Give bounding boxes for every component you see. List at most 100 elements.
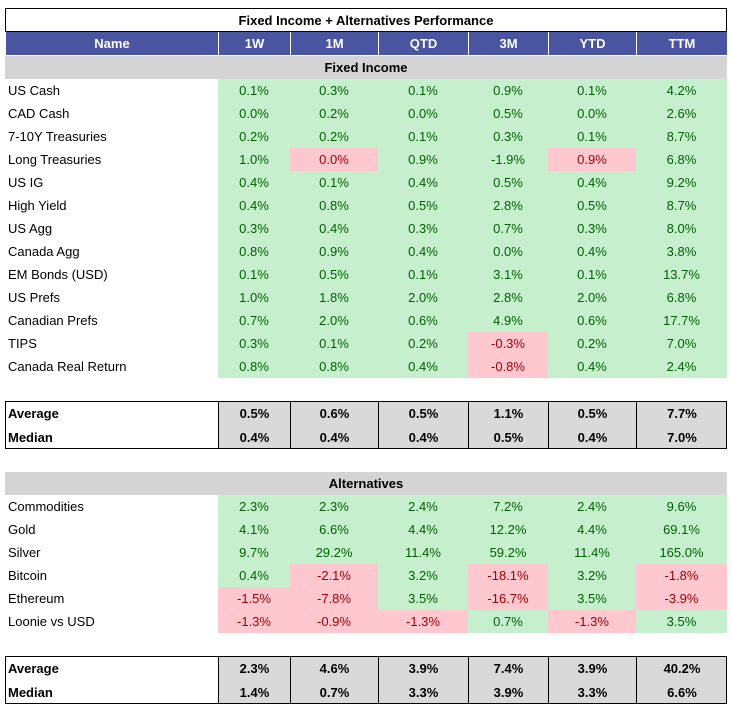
cell: 4.4% [378, 518, 468, 541]
cell: 0.9% [290, 240, 378, 263]
cell: 0.5% [548, 194, 636, 217]
cell: 59.2% [468, 541, 548, 564]
cell: 3.5% [378, 587, 468, 610]
cell: 0.1% [218, 263, 290, 286]
cell: 4.2% [636, 79, 727, 102]
cell: 0.1% [218, 79, 290, 102]
cell: 2.6% [636, 102, 727, 125]
summary-cell: 0.5% [468, 425, 548, 449]
summary-cell: 0.4% [290, 425, 378, 449]
cell: 12.2% [468, 518, 548, 541]
cell: 0.3% [218, 332, 290, 355]
summary-cell: 0.4% [218, 425, 290, 449]
cell: 0.8% [290, 355, 378, 378]
column-header: TTM [636, 32, 727, 55]
cell: 1.0% [218, 286, 290, 309]
cell: 0.1% [548, 263, 636, 286]
cell: 9.7% [218, 541, 290, 564]
summary-cell: 0.5% [218, 401, 290, 425]
cell: 17.7% [636, 309, 727, 332]
row-name: 7-10Y Treasuries [8, 129, 107, 144]
cell: 11.4% [378, 541, 468, 564]
summary-cell: 0.7% [290, 680, 378, 704]
cell: 0.0% [218, 102, 290, 125]
cell: -2.1% [290, 564, 378, 587]
cell: 0.4% [548, 171, 636, 194]
summary-cell: 0.6% [290, 401, 378, 425]
cell: 0.3% [468, 125, 548, 148]
cell: 0.7% [218, 309, 290, 332]
cell: 2.4% [378, 495, 468, 518]
row-name: US IG [8, 175, 44, 190]
cell: 0.6% [548, 309, 636, 332]
cell: -16.7% [468, 587, 548, 610]
cell: 0.4% [378, 240, 468, 263]
row-name: US Cash [8, 83, 61, 98]
cell: 0.1% [378, 125, 468, 148]
summary-name: Median [8, 429, 53, 445]
cell: -1.3% [378, 610, 468, 633]
summary-cell: 0.5% [548, 401, 636, 425]
cell: 2.3% [290, 495, 378, 518]
cell: 1.8% [290, 286, 378, 309]
cell: 0.0% [378, 102, 468, 125]
cell: -7.8% [290, 587, 378, 610]
summary-cell: 1.4% [218, 680, 290, 704]
cell: 0.4% [548, 240, 636, 263]
cell: 6.8% [636, 286, 727, 309]
column-header: 1W [218, 32, 290, 55]
cell: 9.6% [636, 495, 727, 518]
row-name: Commodities [8, 499, 84, 514]
cell: -1.3% [218, 610, 290, 633]
cell: 0.4% [378, 171, 468, 194]
summary-cell: 7.0% [636, 425, 727, 449]
cell: 0.1% [378, 263, 468, 286]
cell: 0.0% [290, 148, 378, 171]
cell: 8.7% [636, 194, 727, 217]
row-name: Loonie vs USD [8, 614, 95, 629]
cell: 0.5% [468, 171, 548, 194]
cell: 0.4% [218, 194, 290, 217]
cell: 0.3% [290, 79, 378, 102]
cell: 2.8% [468, 286, 548, 309]
summary-name: Median [8, 684, 53, 700]
title: Fixed Income + Alternatives Performance [5, 8, 727, 32]
summary-border [5, 401, 727, 449]
cell: 0.9% [468, 79, 548, 102]
cell: -1.8% [636, 564, 727, 587]
cell: 0.5% [290, 263, 378, 286]
cell: 0.4% [218, 171, 290, 194]
cell: 0.7% [468, 217, 548, 240]
section-header: Alternatives [5, 472, 727, 495]
summary-cell: 0.4% [378, 425, 468, 449]
cell: 2.4% [548, 495, 636, 518]
cell: -0.9% [290, 610, 378, 633]
cell: 0.1% [548, 125, 636, 148]
summary-name: Average [8, 405, 59, 421]
cell: -1.9% [468, 148, 548, 171]
cell: 0.9% [548, 148, 636, 171]
summary-cell: 3.9% [468, 680, 548, 704]
cell: 0.0% [548, 102, 636, 125]
cell: 0.2% [290, 102, 378, 125]
cell: 0.4% [548, 355, 636, 378]
cell: 6.6% [290, 518, 378, 541]
cell: 3.1% [468, 263, 548, 286]
cell: -3.9% [636, 587, 727, 610]
cell: 7.2% [468, 495, 548, 518]
section-header: Fixed Income [5, 56, 727, 79]
cell: 2.3% [218, 495, 290, 518]
cell: 0.4% [290, 217, 378, 240]
cell: 0.3% [378, 217, 468, 240]
summary-cell: 4.6% [290, 656, 378, 680]
row-name: Canada Real Return [8, 359, 127, 374]
cell: -1.3% [548, 610, 636, 633]
row-name: Gold [8, 522, 36, 537]
summary-cell: 2.3% [218, 656, 290, 680]
column-header: Name [5, 32, 218, 55]
cell: 8.7% [636, 125, 727, 148]
cell: 3.5% [548, 587, 636, 610]
cell: -0.8% [468, 355, 548, 378]
cell: 0.2% [290, 125, 378, 148]
